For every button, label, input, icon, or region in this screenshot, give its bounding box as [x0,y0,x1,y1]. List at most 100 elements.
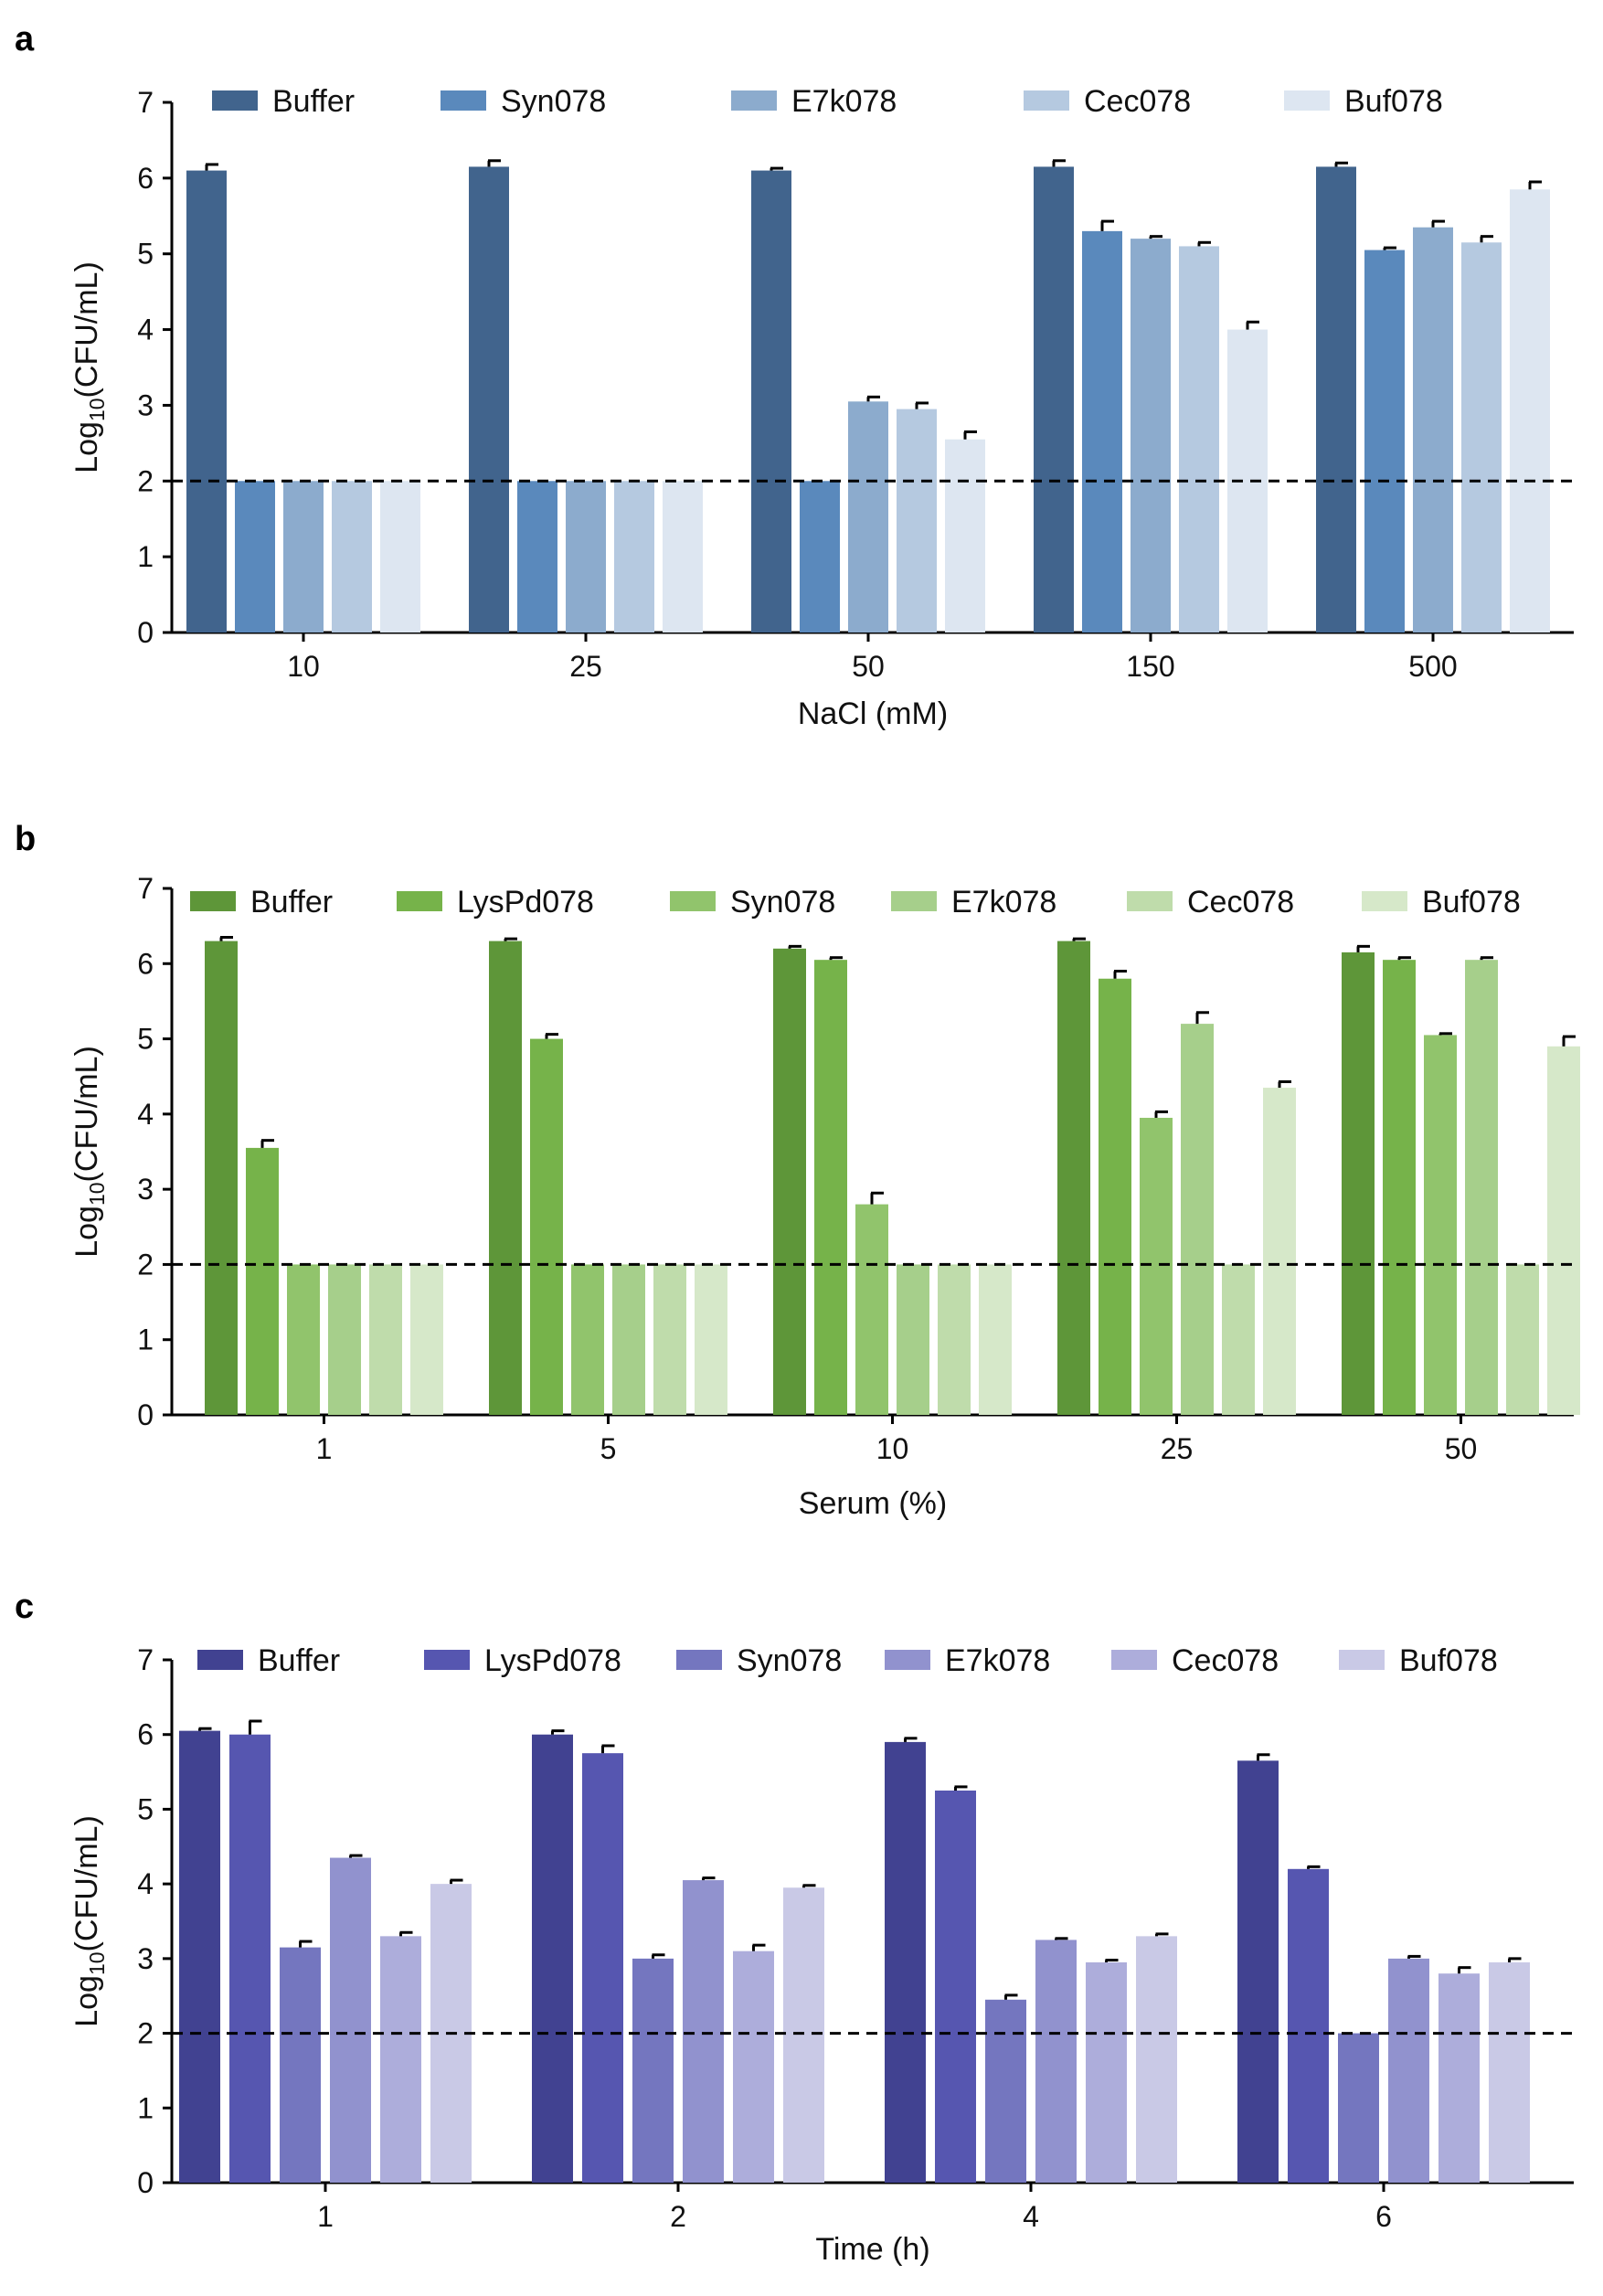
bar-syn078-6 [1338,2033,1379,2183]
y-tick-label: 3 [137,1173,154,1206]
y-tick-label: 6 [137,162,154,195]
bar-lyspd078-25 [1099,978,1131,1415]
bar-buf078-25 [1263,1088,1296,1415]
bar-cec078-5 [653,1264,686,1415]
legend-swatch [670,891,716,911]
bar-e7k078-10 [283,481,324,632]
legend-swatch [885,1650,930,1670]
legend-label: Syn078 [501,84,606,119]
legend-label: Cec078 [1172,1643,1279,1678]
legend-swatch [1127,891,1173,911]
x-tick-label: 50 [1445,1432,1478,1465]
bar-syn078-2 [632,1958,674,2183]
y-tick-label: 5 [137,1023,154,1056]
x-tick-label: 50 [852,650,885,683]
bar-e7k078-150 [1131,239,1171,632]
legend-label: Buf078 [1422,885,1521,919]
bar-buf078-10 [380,481,420,632]
bar-cec078-1 [369,1264,402,1415]
bar-lyspd078-1 [229,1734,271,2183]
bar-buffer-50 [751,170,791,633]
legend-swatch [441,90,486,111]
y-tick-label: 5 [137,238,154,271]
y-axis-title: Log10(CFU/mL) [69,1046,109,1258]
bar-e7k078-2 [683,1880,724,2183]
bar-lyspd078-50 [1383,960,1416,1415]
legend-swatch [891,891,937,911]
legend-label: Buf078 [1344,84,1443,119]
x-tick-label: 150 [1126,650,1174,683]
bar-lyspd078-5 [530,1038,563,1415]
legend-label: E7k078 [945,1643,1050,1678]
bar-syn078-10 [235,481,275,632]
legend-swatch [676,1650,722,1670]
y-tick-label: 1 [137,540,154,573]
x-tick-label: 1 [316,1432,333,1465]
bar-cec078-25 [614,481,654,632]
bar-e7k078-1 [328,1264,361,1415]
y-tick-label: 7 [137,1643,154,1676]
bar-buffer-50 [1342,951,1375,1415]
x-axis-title: Time (h) [815,2232,929,2267]
bar-buf078-4 [1136,1936,1177,2183]
bar-cec078-2 [733,1951,774,2183]
bar-cec078-50 [897,409,937,632]
bar-syn078-4 [985,1999,1026,2183]
bar-buf078-1 [410,1264,443,1415]
bar-e7k078-10 [897,1264,929,1415]
panel-letter: c [15,1588,34,1626]
legend-label: Buffer [272,84,355,119]
y-tick-label: 2 [137,464,154,497]
x-tick-label: 4 [1023,2200,1039,2233]
bar-e7k078-4 [1035,1940,1077,2183]
y-tick-label: 0 [137,2166,154,2199]
bar-cec078-1 [380,1936,421,2183]
legend-swatch [1362,891,1407,911]
bar-e7k078-6 [1388,1958,1429,2183]
legend-swatch [731,90,777,111]
bar-buffer-25 [1057,941,1090,1415]
y-tick-label: 2 [137,2017,154,2050]
legend-label: Cec078 [1187,885,1294,919]
legend-swatch [1284,90,1330,111]
y-axis-title: Log10(CFU/mL) [69,261,109,473]
x-tick-label: 500 [1408,650,1457,683]
x-tick-label: 10 [287,650,320,683]
bar-e7k078-50 [848,401,888,632]
bar-lyspd078-2 [582,1753,623,2183]
bar-syn078-1 [280,1947,321,2183]
y-tick-label: 7 [137,872,154,905]
legend-label: Buf078 [1399,1643,1498,1678]
bar-lyspd078-6 [1288,1868,1329,2183]
bar-buffer-500 [1316,166,1356,632]
x-tick-label: 25 [569,650,602,683]
bar-buffer-10 [186,170,227,633]
y-tick-label: 4 [137,1867,154,1900]
y-tick-label: 2 [137,1248,154,1281]
y-tick-label: 6 [137,1718,154,1751]
bar-lyspd078-10 [814,960,847,1415]
legend-swatch [212,90,258,111]
y-tick-label: 0 [137,1398,154,1431]
bar-syn078-150 [1082,230,1122,632]
bar-buf078-5 [695,1264,727,1415]
bar-e7k078-5 [612,1264,645,1415]
y-tick-label: 3 [137,1942,154,1975]
x-tick-label: 5 [600,1432,617,1465]
bar-syn078-500 [1364,250,1405,632]
bar-buffer-10 [773,948,806,1415]
bar-cec078-25 [1222,1264,1255,1415]
y-tick-label: 4 [137,1098,154,1131]
bar-syn078-1 [287,1264,320,1415]
bar-syn078-25 [517,481,557,632]
bar-cec078-6 [1438,1973,1480,2183]
panel-letter: a [15,20,35,58]
bar-buffer-150 [1034,166,1074,632]
legend-swatch [1111,1650,1157,1670]
legend-label: E7k078 [951,885,1056,919]
bar-e7k078-25 [566,481,606,632]
x-axis-title: Serum (%) [799,1486,947,1521]
x-tick-label: 2 [670,2200,686,2233]
bar-buf078-2 [783,1887,824,2183]
